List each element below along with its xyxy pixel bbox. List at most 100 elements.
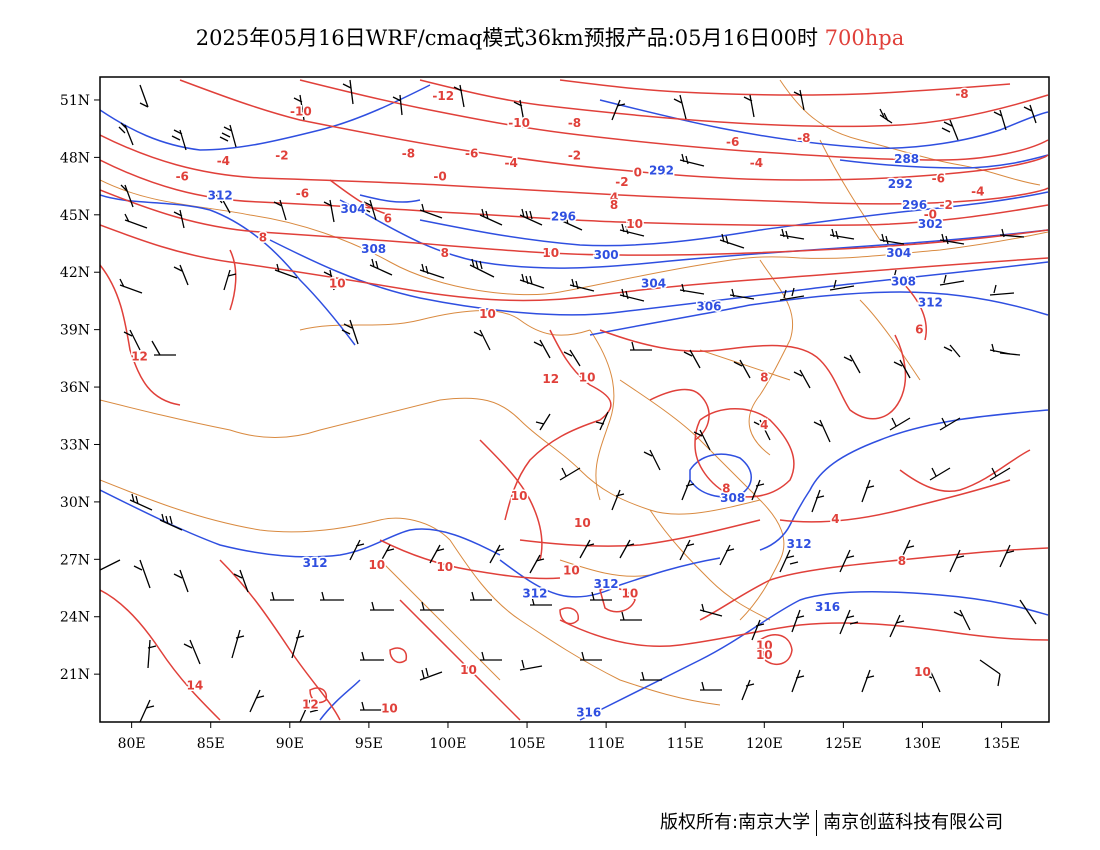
height-contour-label: 292 (888, 177, 913, 191)
temperature-contour-label: -8 (568, 116, 581, 130)
temperature-contour-label: 10 (368, 558, 385, 572)
temperature-contour-label: 8 (898, 554, 906, 568)
lon-tick-label: 120E (746, 736, 783, 752)
temperature-contour-label: -6 (932, 171, 945, 185)
lon-tick-label: 130E (904, 736, 941, 752)
lat-tick-label: 30N (60, 495, 90, 511)
lon-tick-label: 105E (509, 736, 546, 752)
temperature-contour-label: -12 (432, 89, 454, 103)
height-contour-label: 312 (522, 587, 547, 601)
lat-tick-label: 51N (60, 93, 90, 109)
height-contour-label: 288 (894, 152, 919, 166)
temperature-contour-label: -6 (465, 146, 478, 160)
temperature-contour-label: -8 (797, 131, 810, 145)
lat-tick-label: 48N (60, 150, 90, 166)
lat-tick-label: 27N (60, 552, 90, 568)
height-contour-label: 312 (303, 556, 328, 570)
lon-tick-label: 110E (588, 736, 625, 752)
temperature-contour-label: 8 (259, 231, 267, 245)
temperature-contour-label: 8 (441, 246, 449, 260)
lat-tick-label: 45N (60, 208, 90, 224)
temperature-contour-label: 12 (131, 349, 148, 363)
temperature-contour-label: 10 (511, 489, 528, 503)
temperature-labels: -10-12-10 -8-8-6 -8-4 -2-6-8 -6-4-2-0 0-4-24-… (130, 86, 986, 717)
temperature-contour-label: 4 (610, 190, 618, 204)
lon-tick-label: 100E (429, 736, 466, 752)
lon-tick-label: 95E (355, 736, 383, 752)
temperature-contour-label: -10 (290, 104, 312, 118)
map-title: 2025年05月16日WRF/cmaq模式36km预报产品:05月16日00时 … (0, 22, 1100, 52)
temperature-contour-label: -2 (940, 198, 953, 212)
temperature-contour-label: -2 (568, 148, 581, 162)
temperature-contour-label: -8 (955, 87, 968, 101)
lon-tick-label: 85E (197, 736, 225, 752)
height-contour-label: 312 (918, 296, 943, 310)
temperature-contour-label: 10 (542, 246, 559, 260)
height-contour-label: 308 (891, 275, 916, 289)
height-contour-label: 316 (815, 600, 840, 614)
lon-tick-label: 80E (118, 736, 146, 752)
temperature-contour-label: 10 (626, 217, 643, 231)
temperature-contour-label: -10 (508, 116, 530, 130)
height-labels: 2922882922963023043083122963003043063043… (206, 151, 944, 721)
temperature-contour-label: 8 (722, 481, 730, 495)
pressure-level: 700hpa (824, 26, 905, 50)
lon-tick-label: 115E (667, 736, 704, 752)
height-contour-label: 304 (341, 202, 366, 216)
lon-tick-label: 125E (825, 736, 862, 752)
temperature-contour-label: -4 (505, 156, 518, 170)
temperature-contour-label: 10 (574, 516, 591, 530)
lat-tick-label: 36N (60, 380, 90, 396)
height-contour-label: 304 (641, 277, 666, 291)
height-contour-label: 300 (594, 248, 619, 262)
height-contour-label: 312 (787, 537, 812, 551)
temperature-contour-label: -4 (750, 156, 763, 170)
latitude-axis: 51N 48N 45N 42N 39N 36N 33N 30N 27N 24N 21N (60, 93, 100, 683)
temperature-contour-label: 8 (610, 198, 618, 212)
copyright-company: 南京创蓝科技有限公司 (823, 812, 1004, 833)
lat-tick-label: 24N (60, 610, 90, 626)
temperature-contour-label: 10 (579, 370, 596, 384)
height-contour-label: 296 (902, 198, 927, 212)
temperature-contour-label: 10 (756, 638, 773, 652)
temperature-contour-label: -4 (217, 154, 230, 168)
temperature-contour-label: -0 (924, 208, 937, 222)
temperature-contour-label: 10 (436, 560, 453, 574)
title-main: 2025年05月16日WRF/cmaq模式36km预报产品:05月16日00时 (195, 26, 818, 50)
height-contour-label: 308 (361, 242, 386, 256)
height-contour-label: 308 (720, 491, 745, 505)
height-contour-label: 304 (886, 246, 911, 260)
temperature-contour-label: 10 (622, 587, 639, 601)
temperature-contour-label: 12 (302, 698, 319, 712)
temperature-contour-label: 10 (479, 307, 496, 321)
temperature-contour-label: 8 (760, 370, 768, 384)
copyright-footer: 版权所有:南京大学 南京创蓝科技有限公司 (660, 808, 1080, 836)
lon-tick-label: 90E (276, 736, 304, 752)
lat-tick-label: 33N (60, 437, 90, 453)
height-contour-label: 292 (649, 164, 674, 178)
temperature-contour-label: 12 (542, 372, 559, 386)
temperature-contour-label: -8 (402, 146, 415, 160)
lon-tick-label: 135E (983, 736, 1020, 752)
temperature-contour-label: 0 (634, 166, 642, 180)
height-contour-label: 312 (208, 188, 233, 202)
height-contour-label: 312 (594, 577, 619, 591)
height-contour-label: 306 (696, 300, 721, 314)
border-lines (100, 79, 1049, 706)
temperature-contour-label: 6 (384, 211, 392, 225)
height-contour-label: 316 (576, 705, 601, 719)
temperature-contours (100, 79, 1049, 721)
temperature-contour-label: 10 (329, 277, 346, 291)
longitude-axis: 80E 85E 90E 95E 100E 105E 110E 115E 120E 125E 130E… (118, 722, 1020, 752)
temperature-contour-label: -2 (275, 148, 288, 162)
temperature-contour-label: 4 (831, 512, 839, 526)
temperature-contour-label: -6 (726, 135, 739, 149)
lat-tick-label: 42N (60, 265, 90, 281)
temperature-contour-label: 14 (187, 678, 204, 692)
temperature-contour-label: -4 (971, 185, 984, 199)
map-frame (99, 76, 1050, 723)
temperature-contour-label: 10 (563, 564, 580, 578)
lat-tick-label: 21N (60, 667, 90, 683)
temperature-contour-label: 10 (914, 665, 931, 679)
